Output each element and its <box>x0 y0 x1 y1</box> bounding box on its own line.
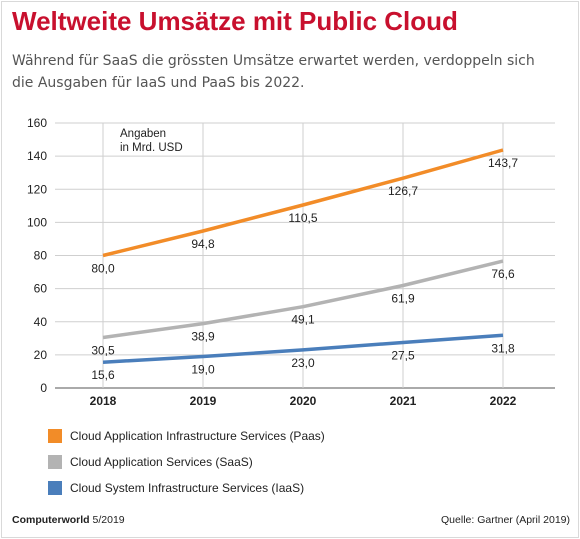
x-tick-label: 2022 <box>490 394 517 408</box>
y-tick-label: 80 <box>34 249 48 263</box>
data-label: 80,0 <box>91 262 115 276</box>
footer-brand: Computerworld <box>12 514 90 526</box>
legend-item: Cloud Application Infrastructure Service… <box>48 428 325 444</box>
chart-legend: Cloud Application Infrastructure Service… <box>48 428 325 506</box>
y-tick-label: 160 <box>27 116 47 130</box>
legend-label: Cloud System Infrastructure Services (Ia… <box>70 481 305 495</box>
y-tick-label: 100 <box>27 215 47 229</box>
unit-note-line-1: Angaben <box>120 128 166 140</box>
legend-swatch <box>48 429 62 443</box>
data-label: 110,5 <box>288 211 317 225</box>
data-label: 15,6 <box>91 368 115 382</box>
x-tick-label: 2021 <box>390 394 417 408</box>
y-tick-label: 120 <box>27 182 47 196</box>
data-label: 31,8 <box>491 341 515 355</box>
legend-item: Cloud System Infrastructure Services (Ia… <box>48 480 325 496</box>
data-label: 61,9 <box>391 291 415 305</box>
x-tick-label: 2020 <box>290 394 317 408</box>
data-label: 143,7 <box>488 156 518 170</box>
y-tick-label: 0 <box>40 381 47 395</box>
data-label: 38,9 <box>191 330 215 344</box>
footer-publication: Computerworld 5/2019 <box>12 514 125 526</box>
x-tick-label: 2018 <box>90 394 117 408</box>
data-label: 23,0 <box>291 356 315 370</box>
series-line-paas <box>102 148 504 258</box>
data-label: 94,8 <box>191 237 215 251</box>
legend-label: Cloud Application Infrastructure Service… <box>70 429 325 443</box>
line-chart: 0 20 40 60 80 100 120 140 160 2018 2019 2020 2021 202… <box>27 116 555 408</box>
y-tick-label: 40 <box>34 315 48 329</box>
legend-swatch <box>48 455 62 469</box>
series-line-iaas <box>102 333 504 364</box>
x-tick-label: 2019 <box>190 394 217 408</box>
data-label: 30,5 <box>91 343 115 357</box>
data-label: 49,1 <box>291 313 315 327</box>
series-line-saas <box>102 259 504 340</box>
chart-title: Weltweite Umsätze mit Public Cloud <box>12 6 458 36</box>
chart-subtitle: Während für SaaS die grössten Umsätze er… <box>12 53 535 91</box>
data-label: 19,0 <box>191 363 215 377</box>
data-label: 27,5 <box>391 348 415 362</box>
legend-label: Cloud Application Services (SaaS) <box>70 455 253 469</box>
footer-issue: 5/2019 <box>92 514 125 526</box>
data-label: 76,6 <box>491 267 515 281</box>
y-tick-label: 140 <box>27 149 47 163</box>
y-tick-label: 20 <box>34 348 48 362</box>
data-label: 126,7 <box>388 184 418 198</box>
unit-note-line-2: in Mrd. USD <box>120 142 183 154</box>
y-tick-label: 60 <box>34 282 48 296</box>
legend-swatch <box>48 481 62 495</box>
footer-source: Quelle: Gartner (April 2019) <box>441 514 570 526</box>
legend-item: Cloud Application Services (SaaS) <box>48 454 325 470</box>
